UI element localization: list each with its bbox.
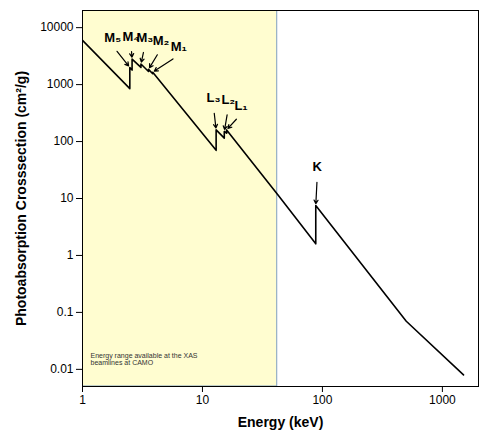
svg-text:10: 10 bbox=[196, 393, 210, 407]
svg-text:0.01: 0.01 bbox=[50, 362, 74, 376]
svg-text:10: 10 bbox=[60, 191, 74, 205]
svg-text:M₄: M₄ bbox=[122, 28, 140, 44]
svg-text:K: K bbox=[313, 159, 323, 174]
svg-text:1000: 1000 bbox=[429, 393, 456, 407]
svg-text:100: 100 bbox=[312, 393, 332, 407]
svg-text:L₂: L₂ bbox=[221, 92, 235, 107]
svg-text:L₃: L₃ bbox=[206, 90, 220, 105]
svg-text:1: 1 bbox=[79, 393, 86, 407]
svg-text:Photoabsorption Crosssection (: Photoabsorption Crosssection (cm²/g) bbox=[13, 71, 29, 326]
svg-text:Energy range available at the: Energy range available at the XASbeamlin… bbox=[91, 352, 198, 366]
svg-text:L₁: L₁ bbox=[234, 98, 247, 113]
svg-text:100: 100 bbox=[53, 134, 73, 148]
svg-text:1: 1 bbox=[67, 248, 74, 262]
svg-text:M₃: M₃ bbox=[137, 30, 154, 45]
svg-text:1000: 1000 bbox=[47, 77, 74, 91]
svg-text:Energy (keV): Energy (keV) bbox=[238, 414, 324, 430]
svg-text:M₁: M₁ bbox=[171, 39, 187, 54]
svg-text:M₂: M₂ bbox=[153, 33, 170, 48]
svg-text:10000: 10000 bbox=[40, 20, 74, 34]
svg-text:0.1: 0.1 bbox=[57, 305, 74, 319]
svg-text:M₅: M₅ bbox=[104, 30, 121, 45]
